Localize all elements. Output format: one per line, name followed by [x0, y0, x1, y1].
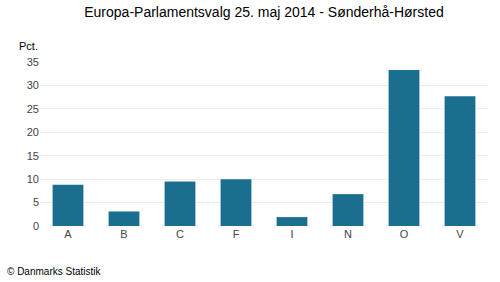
svg-text:F: F	[233, 228, 240, 240]
svg-text:© Danmarks Statistik: © Danmarks Statistik	[7, 266, 102, 277]
svg-text:5: 5	[33, 196, 39, 208]
svg-text:15: 15	[27, 150, 39, 162]
svg-text:25: 25	[27, 103, 39, 115]
svg-text:Europa-Parlamentsvalg 25. maj: Europa-Parlamentsvalg 25. maj 2014 - Søn…	[84, 4, 444, 20]
svg-text:C: C	[176, 228, 184, 240]
svg-text:Pct.: Pct.	[19, 40, 38, 52]
svg-text:I: I	[290, 228, 293, 240]
svg-text:N: N	[344, 228, 352, 240]
svg-text:O: O	[400, 228, 409, 240]
svg-text:30: 30	[27, 79, 39, 91]
svg-text:20: 20	[27, 126, 39, 138]
svg-text:10: 10	[27, 173, 39, 185]
svg-text:0: 0	[33, 220, 39, 232]
svg-text:35: 35	[27, 56, 39, 68]
svg-text:V: V	[456, 228, 464, 240]
svg-text:B: B	[120, 228, 127, 240]
svg-text:A: A	[64, 228, 72, 240]
